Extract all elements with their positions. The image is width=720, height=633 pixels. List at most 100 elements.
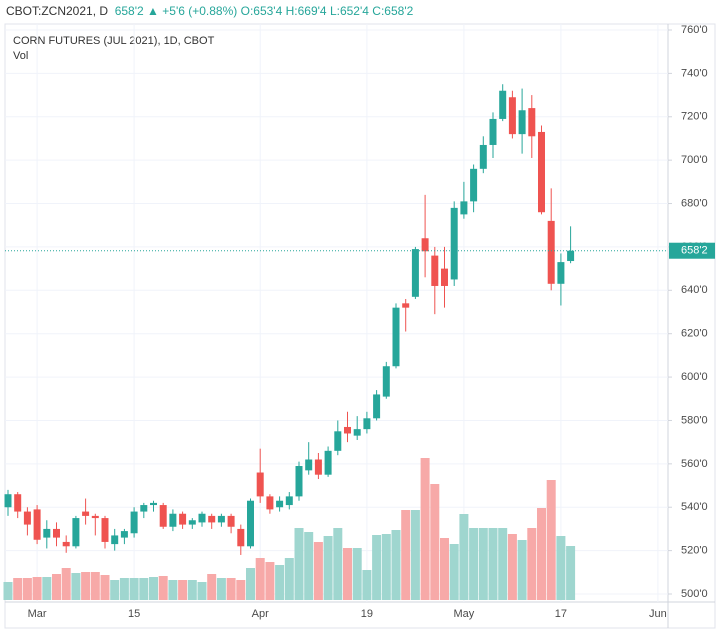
volume-bar	[52, 574, 61, 600]
volume-bar	[294, 528, 304, 600]
volume-bar	[255, 558, 265, 600]
volume-bar	[119, 578, 129, 600]
volume-bar	[216, 578, 226, 600]
volume-bar	[410, 510, 420, 600]
last-price-label: 658'2	[681, 245, 708, 257]
y-tick-label: 680'0	[681, 197, 708, 209]
candle-body	[237, 528, 245, 547]
volume-bar	[449, 544, 459, 600]
candle-body	[324, 450, 332, 475]
candle-body	[489, 118, 497, 145]
x-tick-label: Apr	[252, 608, 269, 620]
candle-body	[266, 496, 274, 510]
volume-bar	[100, 575, 110, 600]
change: ▲ +5'6 (+0.88%)	[147, 4, 238, 18]
candle-body	[411, 249, 419, 297]
volume-bar	[537, 508, 546, 600]
candle-body	[499, 90, 507, 119]
candle-body	[334, 431, 342, 451]
candle-body	[373, 394, 381, 419]
candle-body	[295, 466, 303, 497]
volume-bar	[459, 514, 469, 600]
candle-body	[72, 518, 80, 547]
volume-bar	[197, 582, 207, 600]
volume-bar	[333, 528, 343, 600]
candle-body	[567, 250, 575, 262]
candle-body	[43, 528, 51, 538]
last-price-tag	[669, 242, 715, 259]
volume-bar	[469, 528, 479, 600]
volume-bar	[139, 578, 149, 600]
volume-bar	[430, 484, 440, 600]
candle-body	[208, 515, 216, 523]
volume-bar	[110, 580, 120, 600]
grid	[5, 24, 668, 602]
candle-body	[450, 207, 458, 280]
candle-body	[470, 168, 478, 202]
volume-bar	[478, 528, 488, 600]
candle-body	[53, 528, 60, 538]
candle-body	[4, 494, 12, 508]
y-tick-label: 720'0	[681, 111, 708, 123]
volume-bar	[488, 528, 498, 600]
volume-bar	[42, 577, 52, 600]
candle-body	[130, 511, 138, 534]
candle-body	[557, 262, 565, 284]
candle-body	[23, 511, 31, 525]
x-tick-label: 19	[361, 608, 373, 620]
candle-body	[256, 472, 264, 497]
candle-body	[305, 459, 313, 471]
candle-body	[276, 500, 284, 508]
volume-bar	[178, 580, 188, 600]
volume-bar	[129, 578, 139, 600]
volume-bar	[546, 480, 556, 600]
volume-bar	[381, 534, 391, 600]
candle-body	[479, 144, 487, 169]
x-tick-label: May	[454, 608, 475, 620]
volume-bar	[61, 568, 71, 600]
volume-bar	[187, 580, 197, 600]
y-tick-label: 760'0	[681, 24, 708, 36]
candle-body	[314, 459, 322, 475]
candle-body	[159, 505, 167, 527]
x-tick-label: 17	[555, 608, 567, 620]
x-tick-label: 15	[128, 608, 140, 620]
volume-bar	[32, 577, 42, 600]
candle-body	[538, 131, 545, 213]
y-tick-label: 560'0	[681, 458, 708, 470]
y-tick-label: 600'0	[681, 371, 708, 383]
volume-bar	[3, 582, 13, 600]
candle-body	[179, 513, 187, 525]
candle-body	[120, 531, 128, 538]
volume-bar	[556, 536, 566, 600]
volume-bar	[498, 528, 508, 600]
low: L:652'4	[329, 4, 369, 18]
volume-bar	[362, 570, 372, 600]
candle-body	[421, 238, 429, 252]
y-tick-label: 540'0	[681, 501, 708, 513]
volume-bar	[275, 565, 285, 600]
volume-bar	[226, 578, 236, 600]
volume-label: Vol	[13, 50, 28, 62]
volume-bar	[265, 562, 275, 600]
x-tick-label: Jun	[649, 608, 667, 620]
volume-bar	[304, 532, 314, 600]
candle-body	[363, 418, 371, 430]
candle-body	[547, 220, 555, 284]
last: 658'2	[114, 4, 144, 18]
chart-title: CORN FUTURES (JUL 2021), 1D, CBOT	[13, 35, 215, 47]
candle-body	[169, 513, 177, 527]
volume-bar	[168, 580, 178, 600]
volume-bar	[149, 577, 158, 600]
volume-bar	[246, 568, 255, 600]
candle-body	[111, 535, 119, 545]
close: C:658'2	[372, 4, 414, 18]
candle-body	[217, 515, 225, 523]
candle-body	[150, 502, 157, 506]
candle-body	[198, 513, 206, 523]
volume-bar	[401, 510, 411, 600]
y-tick-label: 620'0	[681, 328, 708, 340]
volume-bar	[527, 528, 537, 600]
y-tick-label: 740'0	[681, 67, 708, 79]
